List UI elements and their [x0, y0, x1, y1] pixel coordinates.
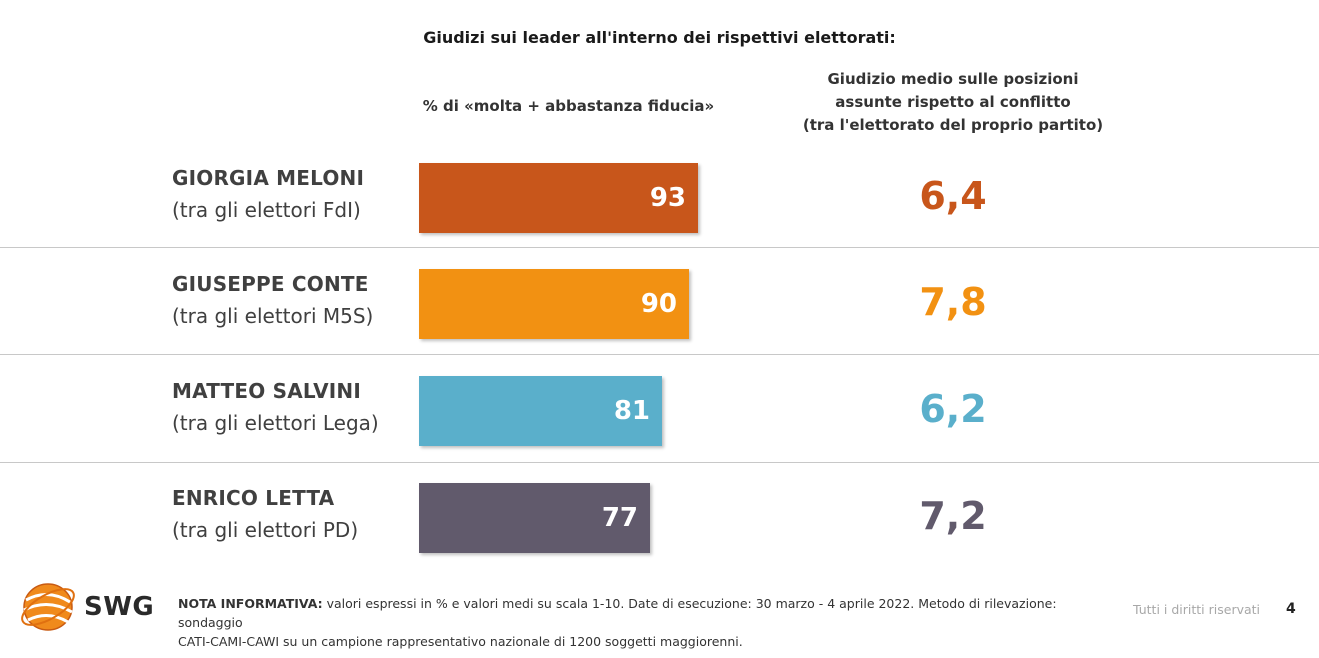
score-header-line-3: (tra l'elettorato del proprio partito) — [802, 116, 1104, 134]
score-column-header: Giudizio medio sulle posizioni assunte r… — [770, 68, 1136, 137]
leader-electorate: (tra gli elettori M5S) — [172, 304, 374, 328]
swg-logo-text: SWG — [84, 592, 155, 622]
trust-bar: 93 — [419, 163, 698, 233]
trust-bar-label: 81 — [613, 396, 650, 426]
note-line-1: valori espressi in % e valori medi su sc… — [178, 596, 1057, 630]
leader-name: GIORGIA MELONI — [172, 166, 365, 190]
leader-name: MATTEO SALVINI — [172, 379, 361, 403]
chart-title: Giudizi sui leader all'interno dei rispe… — [423, 28, 896, 47]
rights-text: Tutti i diritti riservati — [1133, 602, 1261, 617]
trust-bar: 90 — [419, 269, 689, 339]
informative-note: NOTA INFORMATIVA: valori espressi in % e… — [178, 594, 1108, 651]
leader-name: ENRICO LETTA — [172, 486, 335, 510]
swg-logo-icon — [21, 583, 75, 631]
note-label: NOTA INFORMATIVA: — [178, 596, 323, 611]
note-line-2: CATI-CAMI-CAWI su un campione rappresent… — [178, 634, 743, 649]
leader-name: GIUSEPPE CONTE — [172, 272, 369, 296]
row-divider — [0, 354, 1319, 355]
trust-bar-label: 77 — [601, 503, 638, 533]
average-score: 7,8 — [919, 280, 987, 324]
trust-bar-label: 93 — [649, 183, 686, 213]
trust-bar: 77 — [419, 483, 650, 553]
row-divider — [0, 462, 1319, 463]
score-header-line-1: Giudizio medio sulle posizioni — [827, 70, 1079, 88]
trust-bar-label: 90 — [640, 289, 677, 319]
row-divider — [0, 247, 1319, 248]
leader-electorate: (tra gli elettori FdI) — [172, 198, 361, 222]
score-header-line-2: assunte rispetto al conflitto — [835, 93, 1071, 111]
page-number: 4 — [1286, 601, 1296, 617]
trust-bar: 81 — [419, 376, 662, 446]
trust-column-header: % di «molta + abbastanza fiducia» — [422, 97, 715, 115]
average-score: 7,2 — [919, 494, 987, 538]
leader-electorate: (tra gli elettori Lega) — [172, 411, 379, 435]
average-score: 6,4 — [919, 174, 987, 218]
average-score: 6,2 — [919, 387, 987, 431]
leader-electorate: (tra gli elettori PD) — [172, 518, 359, 542]
